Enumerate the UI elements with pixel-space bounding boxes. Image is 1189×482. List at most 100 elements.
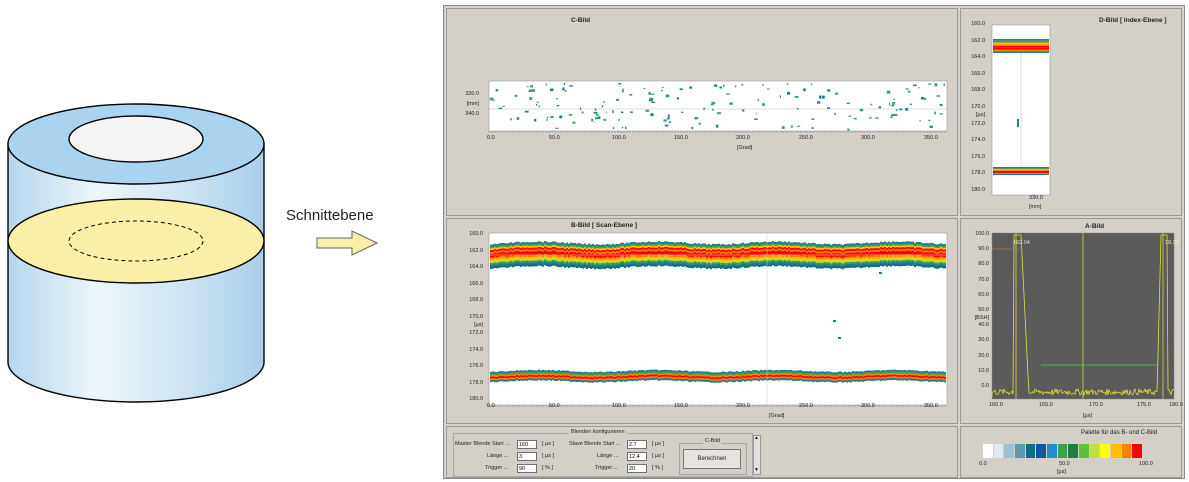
b-bild-echo-band [706,261,708,264]
b-bild-echo-band [642,262,644,265]
b-bild-echo-band [512,263,514,266]
b-bild-echo-band [944,251,946,254]
b-bild-echo-band [778,250,780,253]
b-bild-plot[interactable] [488,232,948,407]
b-bild-echo-band [592,251,594,254]
scroll-up-icon[interactable]: ▲ [754,435,759,441]
b-bild-echo-band [636,370,638,373]
b-bild-echo-band [732,371,734,374]
b-bild-echo-band [748,378,750,381]
b-bild-echo-band [734,264,736,267]
b-bild-echo-band [788,259,790,263]
b-bild-echo-band [544,244,546,247]
b-bild-echo-band [612,247,614,250]
slave-trigger-input[interactable]: 20 [627,464,647,473]
b-bild-echo-band [516,254,518,257]
b-bild-echo-band [594,380,596,382]
b-bild-echo-band [758,244,760,247]
b-bild-echo-band [748,377,750,380]
b-bild-echo-band [656,245,658,249]
b-bild-echo-band [856,243,858,246]
b-bild-echo-band [742,375,744,378]
b-bild-echo-band [676,253,678,256]
b-bild-echo-band [498,371,500,374]
b-bild-echo-band [716,378,718,381]
b-bild-echo-band [830,265,832,268]
c-bild-indication [796,125,801,127]
b-bild-echo-band [494,256,496,259]
b-bild-echo-band [658,375,660,378]
b-bild-echo-band [656,262,658,265]
b-bild-echo-band [642,243,644,246]
b-bild-echo-band [600,261,602,264]
b-bild-echo-band [716,245,718,248]
b-bild-echo-band [928,254,930,257]
b-bild-echo-band [898,252,900,256]
b-bild-echo-band [724,373,726,376]
b-bild-echo-band [908,243,910,246]
slave-start-input[interactable]: 2.7 [627,440,647,449]
master-laenge-input[interactable]: 3 [517,452,537,461]
b-bild-echo-band [512,250,514,253]
b-bild-echo-band [818,260,820,263]
b-bild-echo-band [842,252,844,255]
b-bild-echo-band [872,250,874,253]
b-bild-echo-band [690,258,692,261]
b-bild-echo-band [602,261,604,264]
b-bild-echo-band [880,379,882,381]
d-bild-plot[interactable] [991,24,1051,196]
b-bild-echo-band [802,244,804,247]
b-bild-echo-band [786,264,788,267]
d-yticks-tick: 176.0 [971,153,985,160]
b-bild-echo-band [724,265,726,268]
a-yticks-tick: 80.0 [978,261,989,268]
b-bild-echo-band [812,378,814,381]
c-bild-indication [546,116,548,119]
b-bild-echo-band [756,375,758,378]
a-bild-plot[interactable] [991,232,1175,400]
b-bild-echo-band [634,377,636,380]
b-bild-echo-band [900,254,902,258]
b-bild-echo-band [668,253,670,256]
b-bild-echo-band [650,371,652,374]
b-bild-echo-band [898,247,900,250]
b-bild-echo-band [922,256,924,259]
b-bild-echo-band [554,258,556,261]
b-bild-echo-band [536,253,538,256]
b-bild-echo-band [690,249,692,252]
scroll-down-icon[interactable]: ▼ [754,467,759,473]
b-bild-echo-band [582,372,584,375]
b-bild-echo-band [684,377,686,380]
b-bild-echo-band [826,373,828,376]
b-bild-echo-band [538,255,540,259]
controls-scrollbar[interactable] [753,435,761,475]
b-bild-echo-band [604,259,606,262]
c-bild-indication [629,111,633,114]
b-bild-echo-band [580,245,582,248]
b-bild-echo-band [758,264,760,267]
b-bild-echo-band [646,260,648,263]
b-bild-echo-band [760,244,762,247]
b-bild-echo-band [616,376,618,379]
b-bild-echo-band [942,253,944,256]
b-bild-echo-band [750,249,752,252]
b-bild-echo-band [548,373,550,376]
b-bild-echo-band [908,252,910,255]
master-trigger-input[interactable]: 90 [517,464,537,473]
b-bild-echo-band [932,252,934,255]
b-bild-echo-band [902,375,904,378]
b-bild-echo-band [732,250,734,253]
b-bild-echo-band [942,376,944,379]
slave-laenge-input[interactable]: 12.4 [627,452,647,461]
b-bild-echo-band [830,376,832,379]
b-bild-echo-band [570,375,572,377]
b-bild-echo-band [604,263,606,266]
b-bild-echo-band [890,258,892,262]
b-bild-echo-band [842,261,844,264]
b-bild-echo-band [666,378,668,381]
c-bild-plot[interactable] [488,80,948,133]
b-bild-echo-band [778,259,780,262]
berechnen-button[interactable]: Berechnen [683,449,741,469]
master-start-input[interactable]: 160 [517,440,537,449]
b-bild-echo-band [900,378,902,381]
